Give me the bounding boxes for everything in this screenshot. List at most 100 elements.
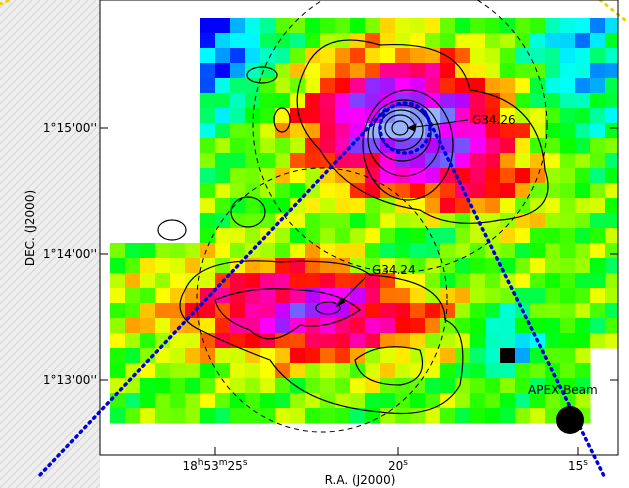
- map-pixel: [590, 198, 606, 214]
- map-pixel: [365, 333, 381, 349]
- map-pixel: [215, 48, 231, 64]
- map-pixel: [590, 153, 606, 169]
- map-pixel: [275, 213, 291, 229]
- map-pixel: [125, 303, 141, 319]
- map-pixel: [380, 363, 396, 379]
- map-pixel: [305, 153, 321, 169]
- map-pixel: [470, 303, 486, 319]
- map-pixel: [305, 198, 321, 214]
- map-pixel: [575, 63, 591, 79]
- map-pixel: [545, 198, 561, 214]
- map-pixel: [260, 48, 276, 64]
- map-pixel: [575, 48, 591, 64]
- map-pixel: [380, 243, 396, 259]
- map-pixel: [380, 63, 396, 79]
- map-pixel: [545, 228, 561, 244]
- map-pixel: [365, 33, 381, 49]
- map-pixel: [155, 303, 171, 319]
- map-pixel: [245, 378, 261, 394]
- map-pixel: [395, 393, 411, 409]
- map-pixel: [485, 138, 501, 154]
- map-pixel: [110, 243, 126, 259]
- map-pixel: [320, 378, 336, 394]
- map-pixel: [365, 63, 381, 79]
- map-pixel: [365, 138, 381, 154]
- map-pixel: [350, 213, 366, 229]
- map-pixel: [290, 18, 306, 34]
- map-pixel: [170, 333, 186, 349]
- map-pixel: [335, 363, 351, 379]
- map-pixel: [500, 183, 516, 199]
- map-pixel: [275, 48, 291, 64]
- side-texture: [0, 0, 100, 488]
- map-pixel: [560, 288, 576, 304]
- x-tick-part: m: [219, 458, 228, 468]
- map-pixel: [425, 33, 441, 49]
- x-tick-part: 18: [182, 459, 197, 473]
- map-pixel: [380, 318, 396, 334]
- map-pixel: [485, 78, 501, 94]
- map-pixel: [260, 303, 276, 319]
- map-pixel: [170, 288, 186, 304]
- map-pixel: [425, 228, 441, 244]
- map-pixel: [560, 93, 576, 109]
- map-pixel: [140, 378, 156, 394]
- map-pixel: [395, 288, 411, 304]
- map-pixel: [200, 108, 216, 124]
- map-pixel: [110, 258, 126, 274]
- map-pixel: [140, 273, 156, 289]
- map-pixel: [410, 228, 426, 244]
- map-pixel: [425, 18, 441, 34]
- annotation: APEX Beam: [528, 383, 598, 397]
- map-pixel: [215, 213, 231, 229]
- map-pixel: [545, 78, 561, 94]
- map-pixel: [200, 408, 216, 424]
- map-pixel: [290, 48, 306, 64]
- map-pixel: [515, 258, 531, 274]
- map-pixel: [110, 273, 126, 289]
- map-pixel: [170, 318, 186, 334]
- map-pixel: [320, 333, 336, 349]
- map-pixel: [485, 198, 501, 214]
- map-pixel: [455, 153, 471, 169]
- map-pixel: [560, 48, 576, 64]
- map-pixel: [440, 18, 456, 34]
- map-pixel: [245, 363, 261, 379]
- map-pixel: [275, 243, 291, 259]
- map-pixel: [515, 243, 531, 259]
- map-pixel: [320, 258, 336, 274]
- map-pixel: [410, 333, 426, 349]
- map-pixel: [305, 333, 321, 349]
- map-pixel: [245, 168, 261, 184]
- map-pixel: [425, 198, 441, 214]
- map-pixel: [125, 393, 141, 409]
- map-pixel: [590, 273, 606, 289]
- map-pixel: [305, 228, 321, 244]
- map-pixel: [545, 138, 561, 154]
- map-pixel: [530, 318, 546, 334]
- map-pixel: [185, 408, 201, 424]
- map-pixel: [425, 168, 441, 184]
- map-pixel: [260, 63, 276, 79]
- map-pixel: [200, 93, 216, 109]
- map-pixel: [515, 228, 531, 244]
- map-pixel: [455, 408, 471, 424]
- map-pixel: [410, 393, 426, 409]
- map-pixel: [515, 408, 531, 424]
- map-pixel: [560, 303, 576, 319]
- map-pixel: [365, 198, 381, 214]
- map-pixel: [560, 108, 576, 124]
- x-axis-label: R.A. (J2000): [325, 473, 396, 487]
- map-pixel: [515, 138, 531, 154]
- map-pixel: [215, 168, 231, 184]
- map-pixel: [290, 168, 306, 184]
- map-pixel: [305, 138, 321, 154]
- map-pixel: [380, 153, 396, 169]
- map-pixel: [575, 228, 591, 244]
- map-pixel: [230, 123, 246, 139]
- map-pixel: [155, 258, 171, 274]
- map-pixel: [245, 78, 261, 94]
- map-pixel: [560, 123, 576, 139]
- map-pixel: [125, 258, 141, 274]
- map-pixel: [245, 93, 261, 109]
